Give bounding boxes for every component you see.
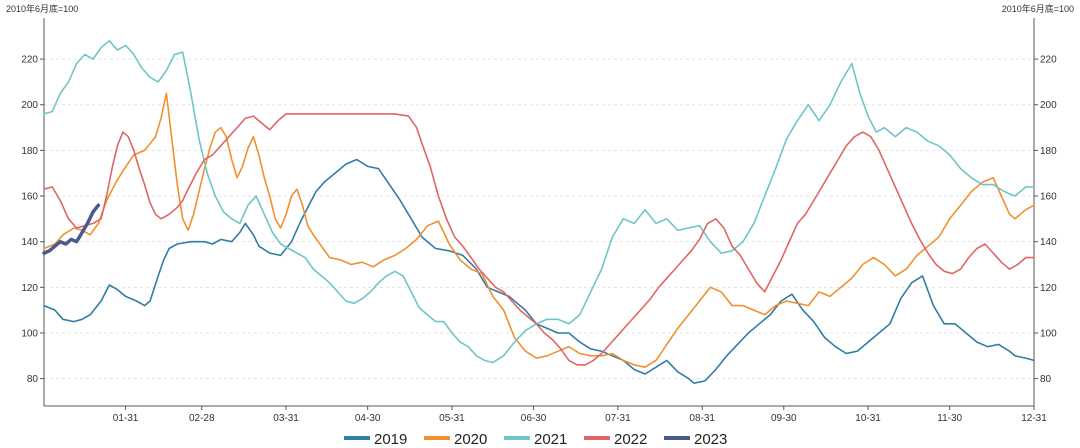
y-axis-unit-left: 2010年6月底=100 — [6, 3, 78, 14]
y-axis-unit-right: 2010年6月底=100 — [1002, 3, 1074, 14]
y-tick-label-right: 200 — [1040, 100, 1057, 111]
y-tick-label-left: 200 — [21, 100, 38, 111]
legend-label-2021[interactable]: 2021 — [534, 431, 567, 448]
series-line-2020 — [43, 92, 1035, 368]
y-tick-label-right: 120 — [1040, 283, 1057, 294]
series-lines — [42, 40, 1035, 384]
x-axis: 01-31 02-28 03-31 04-30 05-31 06-30 07-31 08-31… — [113, 413, 1047, 424]
y-tick-label-right: 160 — [1040, 192, 1057, 203]
y-tick-label-left: 120 — [21, 283, 38, 294]
legend-label-2022[interactable]: 2022 — [614, 431, 647, 448]
y-tick-label-right: 140 — [1040, 237, 1057, 248]
y-tick-label-left: 220 — [21, 55, 38, 66]
legend-swatch-2021[interactable] — [504, 436, 530, 440]
legend-swatch-2022[interactable] — [584, 436, 610, 440]
legend-label-2023[interactable]: 2023 — [694, 431, 727, 448]
legend-label-2020[interactable]: 2020 — [454, 431, 487, 448]
y-tick-label-right: 80 — [1040, 374, 1052, 385]
legend: 2019 2020 2021 2022 2023 — [344, 431, 727, 448]
legend-label-2019[interactable]: 2019 — [374, 431, 407, 448]
x-tick-label: 10-31 — [855, 413, 881, 424]
x-tick-label: 02-28 — [189, 413, 215, 424]
y-tick-label-right: 180 — [1040, 146, 1057, 157]
axes — [40, 18, 1038, 410]
x-tick-label: 09-30 — [771, 413, 797, 424]
x-tick-label: 08-31 — [689, 413, 715, 424]
y-tick-label-left: 180 — [21, 146, 38, 157]
legend-swatch-2023[interactable] — [664, 436, 690, 440]
x-tick-label: 07-31 — [605, 413, 631, 424]
x-tick-label: 05-31 — [439, 413, 465, 424]
x-tick-label: 01-31 — [113, 413, 139, 424]
y-tick-label-left: 100 — [21, 328, 38, 339]
series-line-2023 — [42, 203, 101, 255]
y-axis-right: 80 100 120 140 160 180 200 220 — [1040, 55, 1057, 386]
legend-swatch-2020[interactable] — [424, 436, 450, 440]
y-tick-label-right: 220 — [1040, 55, 1057, 66]
x-tick-label: 03-31 — [273, 413, 299, 424]
series-line-2022 — [43, 113, 1035, 366]
y-tick-label-left: 160 — [21, 192, 38, 203]
x-tick-label: 06-30 — [521, 413, 547, 424]
y-axis-left: 80 100 120 140 160 180 200 220 — [21, 55, 38, 386]
x-tick-label: 04-30 — [355, 413, 381, 424]
series-line-2019 — [43, 158, 1035, 384]
legend-swatch-2019[interactable] — [344, 436, 370, 440]
series-line-2021 — [43, 40, 1035, 364]
x-tick-label: 11-30 — [937, 413, 962, 424]
x-tick-label: 12-31 — [1021, 413, 1047, 424]
y-tick-label-right: 100 — [1040, 328, 1057, 339]
y-tick-label-left: 140 — [21, 237, 38, 248]
y-tick-label-left: 80 — [27, 374, 39, 385]
